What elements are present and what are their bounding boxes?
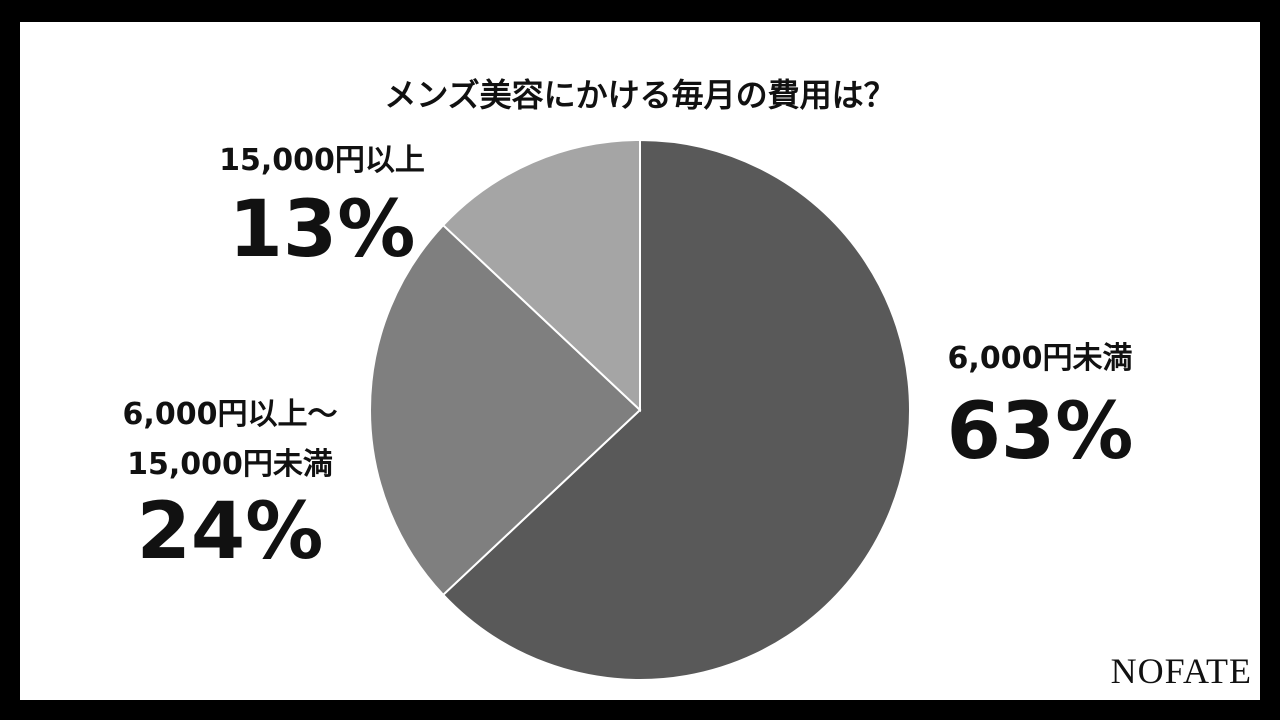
value-label: 63%: [946, 387, 1134, 477]
chart-frame: メンズ美容にかける毎月の費用は？ NOFATE 6,000円未満 63% 6,000…: [20, 22, 1260, 700]
value-label: 13%: [228, 185, 416, 275]
pie-slice: [368, 223, 642, 597]
category-label: 6,000円以上～ 15,000円未満: [122, 397, 338, 482]
value-label: 24%: [136, 487, 324, 577]
pie-slice: [441, 138, 911, 681]
category-label: 15,000円以上: [219, 143, 425, 178]
pie-chart: [368, 138, 911, 681]
category-label: 6,000円未満: [947, 341, 1133, 376]
chart-title: メンズ美容にかける毎月の費用は？: [384, 76, 896, 114]
pie-slice: [441, 138, 641, 413]
brand-logo: NOFATE: [1110, 651, 1252, 691]
